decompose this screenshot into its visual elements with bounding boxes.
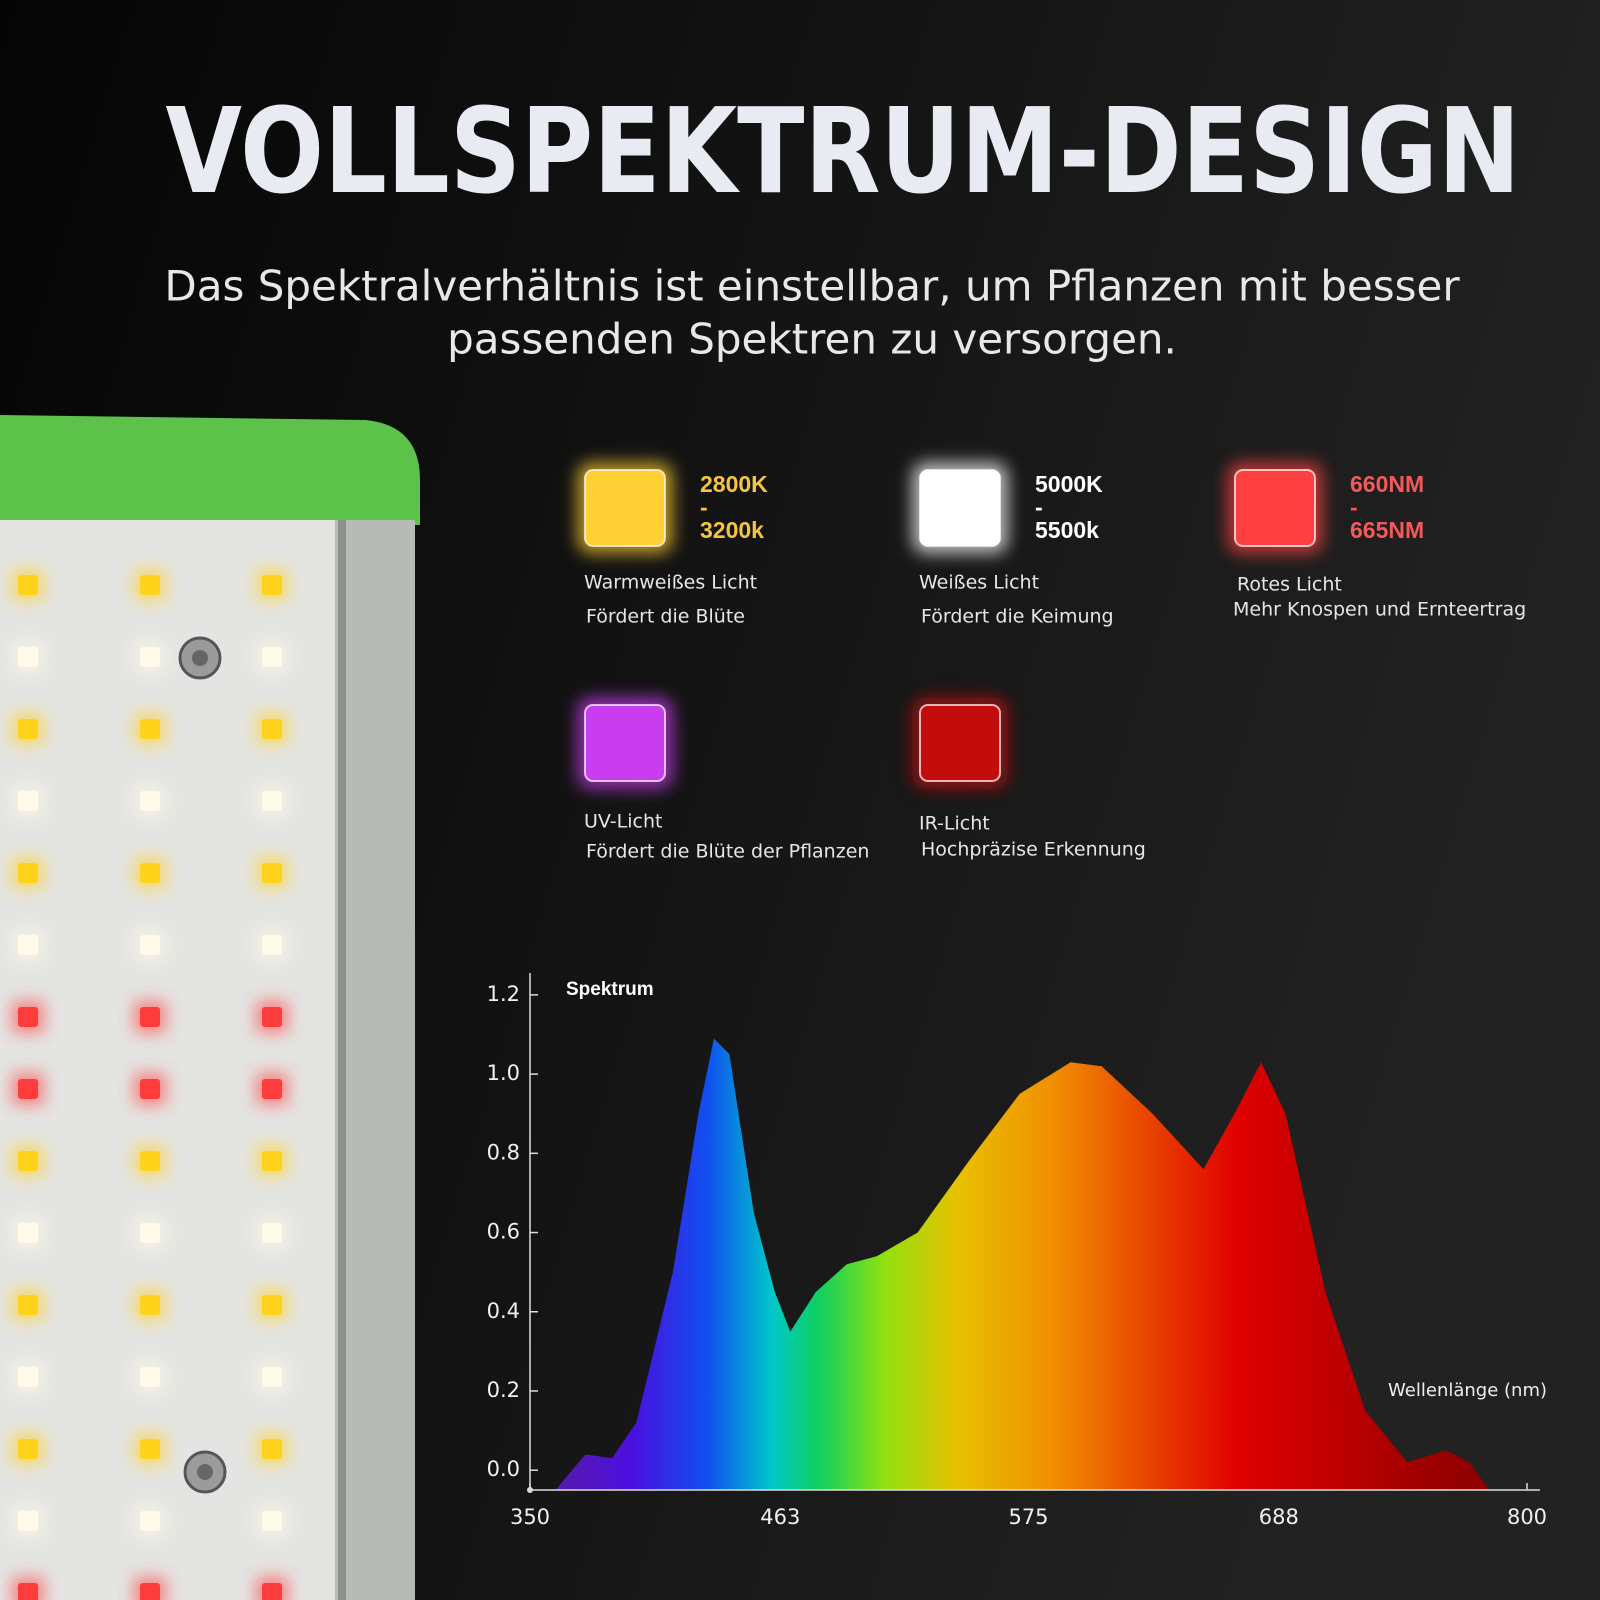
led	[140, 1223, 160, 1243]
legend-label: Warmweißes Licht	[584, 572, 757, 594]
y-tick-label: 1.2	[487, 982, 520, 1006]
lamp-edge	[338, 520, 346, 1600]
led	[18, 863, 38, 883]
swatch	[584, 469, 666, 547]
y-tick-label: 0.6	[487, 1220, 520, 1244]
led	[18, 935, 38, 955]
title: VOLLSPEKTRUM-DESIGN	[166, 82, 1521, 220]
x-tick-label: 350	[510, 1505, 550, 1529]
led	[262, 791, 282, 811]
x-tick-label: 688	[1259, 1505, 1299, 1529]
led	[262, 1367, 282, 1387]
led	[18, 1439, 38, 1459]
led	[262, 1079, 282, 1099]
led	[262, 863, 282, 883]
swatch-spec: 660NM	[1350, 471, 1424, 497]
lamp-board	[0, 520, 340, 1600]
swatch-spec: 5500k	[1035, 517, 1099, 543]
subtitle: passenden Spektren zu versorgen.	[447, 315, 1177, 364]
led	[262, 1583, 282, 1600]
led	[18, 1007, 38, 1027]
screw-head	[197, 1464, 213, 1480]
led	[140, 935, 160, 955]
swatch	[919, 704, 1001, 782]
legend-label: Rotes Licht	[1237, 574, 1342, 596]
y-tick-label: 0.2	[487, 1378, 520, 1402]
led	[262, 1511, 282, 1531]
led	[140, 575, 160, 595]
led	[140, 1151, 160, 1171]
led	[18, 1295, 38, 1315]
led	[262, 1007, 282, 1027]
led	[140, 1079, 160, 1099]
led	[140, 863, 160, 883]
led	[18, 1079, 38, 1099]
led	[18, 1223, 38, 1243]
led	[18, 719, 38, 739]
led	[262, 935, 282, 955]
led	[262, 1439, 282, 1459]
swatch-spec: -	[1035, 494, 1043, 520]
legend-description: Fördert die Keimung	[921, 606, 1114, 628]
led	[140, 1511, 160, 1531]
led	[18, 1367, 38, 1387]
led	[140, 791, 160, 811]
led	[18, 791, 38, 811]
x-tick-label: 800	[1507, 1505, 1547, 1529]
x-axis-label: Wellenlänge (nm)	[1388, 1380, 1547, 1401]
swatch	[919, 469, 1001, 547]
screw-head	[192, 650, 208, 666]
led	[140, 1367, 160, 1387]
y-tick-label: 0.8	[487, 1140, 520, 1164]
lamp	[0, 415, 420, 1600]
y-tick-label: 0.4	[487, 1299, 520, 1323]
legend-description: Fördert die Blüte der Pflanzen	[586, 841, 869, 863]
led	[140, 647, 160, 667]
swatch-spec: -	[1350, 494, 1358, 520]
led	[18, 1151, 38, 1171]
swatch-spec: 3200k	[700, 517, 764, 543]
swatch-spec: 5000K	[1035, 471, 1103, 497]
legend-description: Mehr Knospen und Ernteertrag	[1233, 599, 1526, 621]
legend-description: Fördert die Blüte	[586, 606, 745, 628]
led	[262, 1295, 282, 1315]
led	[262, 1223, 282, 1243]
led	[262, 575, 282, 595]
legend-label: IR-Licht	[919, 813, 990, 835]
led	[18, 1511, 38, 1531]
legend-label: UV-Licht	[584, 811, 662, 833]
y-tick-label: 1.0	[487, 1061, 520, 1085]
led	[262, 647, 282, 667]
lamp-side	[335, 520, 415, 1600]
led	[18, 1583, 38, 1600]
led	[140, 1439, 160, 1459]
led	[140, 1007, 160, 1027]
legend-description: Hochpräzise Erkennung	[921, 839, 1146, 861]
y-tick-label: 0.0	[487, 1457, 520, 1481]
swatch	[1234, 469, 1316, 547]
led	[140, 719, 160, 739]
spectrum-area	[555, 1038, 1490, 1490]
swatch-spec: 665NM	[1350, 517, 1424, 543]
led	[140, 1295, 160, 1315]
swatch	[584, 704, 666, 782]
swatch-spec: -	[700, 494, 708, 520]
subtitle: Das Spektralverhältnis ist einstellbar, …	[164, 262, 1460, 311]
led	[18, 647, 38, 667]
led	[18, 575, 38, 595]
origin-dot	[527, 1487, 533, 1493]
led	[140, 1583, 160, 1600]
led	[262, 719, 282, 739]
led	[262, 1151, 282, 1171]
legend-label: Weißes Licht	[919, 572, 1039, 594]
lamp-frame	[0, 415, 420, 525]
x-tick-label: 575	[1008, 1505, 1048, 1529]
swatch-spec: 2800K	[700, 471, 768, 497]
x-tick-label: 463	[760, 1505, 800, 1529]
chart-title: Spektrum	[566, 979, 654, 1000]
